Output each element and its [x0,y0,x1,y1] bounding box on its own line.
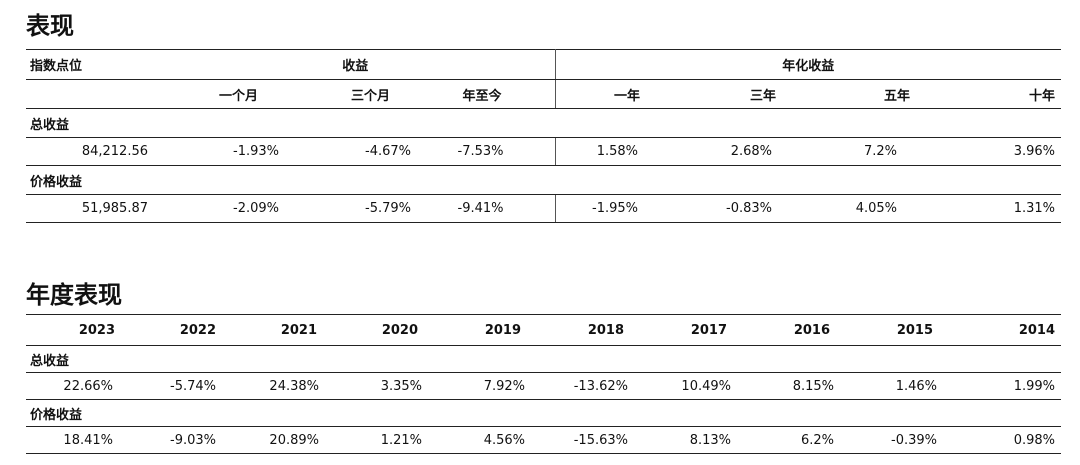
cell: 4.56% [438,426,541,454]
annual-row-label: 总收益 [26,345,1061,373]
group-header-index-level: 指数点位 [26,49,156,80]
performance-row-label: 总收益 [26,108,1062,138]
cell: 4.05% [815,194,946,223]
cell: 6.2% [747,426,850,454]
performance-row-label: 价格收益 [26,165,1062,195]
cell: 1.99% [953,372,1061,400]
cell: -2.09% [156,194,288,223]
cell: -9.41% [420,194,556,223]
cell: 8.15% [747,372,850,400]
cell: 20.89% [232,426,335,454]
header-year: 2023 [26,314,129,346]
header-year: 2014 [953,314,1061,346]
cell: 1.21% [335,426,438,454]
row-label-total-return: 总收益 [26,345,1061,373]
table-row: 51,985.87 -2.09% -5.79% -9.41% -1.95% -0… [26,194,1062,223]
group-header-returns: 收益 [156,49,556,80]
header-year: 2016 [747,314,850,346]
table-row: 18.41% -9.03% 20.89% 1.21% 4.56% -15.63%… [26,426,1061,454]
cell: -5.79% [288,194,420,223]
annual-row-label: 价格收益 [26,399,1061,427]
row-label-price-return: 价格收益 [26,165,1062,195]
cell: -0.83% [683,194,816,223]
header-year: 2021 [232,314,335,346]
performance-title: 表现 [26,12,74,40]
header-year: 2020 [335,314,438,346]
cell: -13.62% [541,372,644,400]
cell: 1.58% [555,137,684,166]
performance-header-row: 一个月 三个月 年至今 一年 三年 五年 十年 [26,79,1062,109]
cell: 2.68% [683,137,816,166]
header-year: 2018 [541,314,644,346]
header-1m: 一个月 [156,79,288,109]
cell: 22.66% [26,372,129,400]
cell: 7.92% [438,372,541,400]
header-1y: 一年 [555,79,684,109]
performance-table: 指数点位 收益 年化收益 一个月 三个月 年至今 一年 三年 五年 十年 总收益… [26,49,1062,223]
cell: 18.41% [26,426,129,454]
cell: 1.31% [945,194,1062,223]
cell: -1.93% [156,137,288,166]
header-spacer [26,79,156,109]
header-year: 2022 [129,314,232,346]
cell: 24.38% [232,372,335,400]
cell: -1.95% [555,194,684,223]
cell: 3.35% [335,372,438,400]
group-header-annualized: 年化收益 [555,49,1062,80]
cell: 7.2% [815,137,946,166]
cell: 0.98% [953,426,1061,454]
row-label-total-return: 总收益 [26,108,1062,138]
header-5y: 五年 [815,79,946,109]
header-year: 2017 [644,314,747,346]
cell: 10.49% [644,372,747,400]
row-label-price-return: 价格收益 [26,399,1061,427]
cell: 84,212.56 [26,137,156,166]
cell: 1.46% [850,372,953,400]
header-year: 2015 [850,314,953,346]
annual-performance-table: 2023 2022 2021 2020 2019 2018 2017 2016 … [26,314,1061,454]
annual-performance-title: 年度表现 [26,281,122,309]
header-year: 2019 [438,314,541,346]
header-ytd: 年至今 [420,79,556,109]
header-3m: 三个月 [288,79,420,109]
cell: -9.03% [129,426,232,454]
cell: -5.74% [129,372,232,400]
cell: -4.67% [288,137,420,166]
cell: 3.96% [945,137,1062,166]
header-3y: 三年 [683,79,816,109]
table-row: 22.66% -5.74% 24.38% 3.35% 7.92% -13.62%… [26,372,1061,400]
cell: -0.39% [850,426,953,454]
table-row: 84,212.56 -1.93% -4.67% -7.53% 1.58% 2.6… [26,137,1062,166]
cell: -7.53% [420,137,556,166]
cell: 8.13% [644,426,747,454]
header-10y: 十年 [945,79,1062,109]
cell: -15.63% [541,426,644,454]
annual-header-row: 2023 2022 2021 2020 2019 2018 2017 2016 … [26,314,1061,346]
cell: 51,985.87 [26,194,156,223]
performance-group-header-row: 指数点位 收益 年化收益 [26,49,1062,80]
